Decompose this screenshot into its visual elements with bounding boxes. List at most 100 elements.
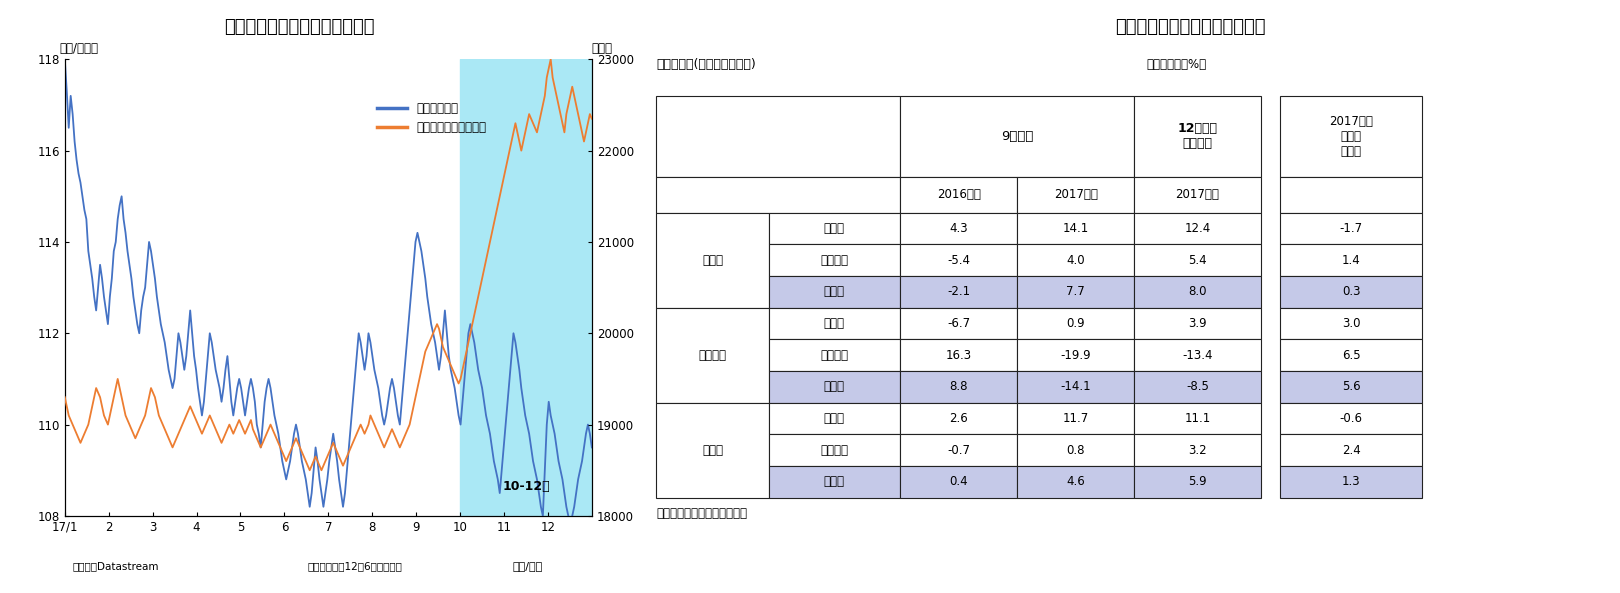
Bar xyxy=(1280,177,1422,212)
Bar xyxy=(768,308,901,339)
Text: -0.7: -0.7 xyxy=(948,444,970,457)
Text: -1.7: -1.7 xyxy=(1340,222,1362,235)
Bar xyxy=(1017,212,1134,244)
Text: -2.1: -2.1 xyxy=(948,285,970,298)
Text: 3.0: 3.0 xyxy=(1341,317,1361,330)
Text: 2.4: 2.4 xyxy=(1341,444,1361,457)
Text: （注）直近は12月6日時点まで: （注）直近は12月6日時点まで xyxy=(308,562,403,571)
Text: 2017年度
計画の
修正率: 2017年度 計画の 修正率 xyxy=(1328,115,1374,158)
Bar xyxy=(768,403,901,434)
Text: （図表５）設備投資計画予測表: （図表５）設備投資計画予測表 xyxy=(1116,18,1265,36)
Bar xyxy=(768,276,901,308)
Text: 設備投資額(含む土地投資額): 設備投資額(含む土地投資額) xyxy=(656,58,757,71)
Text: 5.4: 5.4 xyxy=(1187,254,1207,267)
Text: （円）: （円） xyxy=(591,42,612,55)
Text: 4.0: 4.0 xyxy=(1066,254,1085,267)
Text: 5.9: 5.9 xyxy=(1187,476,1207,488)
Bar xyxy=(768,244,901,276)
Bar xyxy=(901,403,1017,434)
Bar xyxy=(1280,96,1422,177)
Text: 1.3: 1.3 xyxy=(1341,476,1361,488)
Text: （注）リース会計対応ベース: （注）リース会計対応ベース xyxy=(656,507,747,520)
Bar xyxy=(1280,212,1422,244)
Bar xyxy=(768,434,901,466)
Bar xyxy=(656,96,901,177)
Text: 0.4: 0.4 xyxy=(949,476,969,488)
Text: 全産業: 全産業 xyxy=(825,285,846,298)
Bar xyxy=(1017,177,1134,212)
Text: （年/月）: （年/月） xyxy=(512,562,543,571)
Bar xyxy=(901,371,1017,403)
Text: 12.4: 12.4 xyxy=(1184,222,1210,235)
Bar xyxy=(901,244,1017,276)
Text: （図表４）円相場と株価の推移: （図表４）円相場と株価の推移 xyxy=(225,18,374,36)
Bar xyxy=(768,212,901,244)
Bar xyxy=(1134,403,1260,434)
Text: 4.3: 4.3 xyxy=(949,222,969,235)
Text: 全産業: 全産業 xyxy=(825,380,846,393)
Bar xyxy=(1017,371,1134,403)
Text: 0.8: 0.8 xyxy=(1066,444,1085,457)
Text: -13.4: -13.4 xyxy=(1183,349,1213,362)
Text: 5.6: 5.6 xyxy=(1341,380,1361,393)
Bar xyxy=(1134,212,1260,244)
Bar xyxy=(901,434,1017,466)
Text: -19.9: -19.9 xyxy=(1061,349,1090,362)
Bar xyxy=(901,177,1017,212)
Bar xyxy=(1017,339,1134,371)
Text: 4.6: 4.6 xyxy=(1066,476,1085,488)
Bar xyxy=(460,59,591,516)
Bar xyxy=(1017,403,1134,434)
Text: 6.5: 6.5 xyxy=(1341,349,1361,362)
Bar xyxy=(1134,339,1260,371)
Text: 2017年度: 2017年度 xyxy=(1176,189,1220,202)
Bar xyxy=(1017,276,1134,308)
Text: 3.2: 3.2 xyxy=(1187,444,1207,457)
Text: 中小企業: 中小企業 xyxy=(698,349,726,362)
Bar xyxy=(1134,177,1260,212)
Bar xyxy=(1280,308,1422,339)
Bar xyxy=(1017,308,1134,339)
Bar xyxy=(1280,244,1422,276)
Text: -5.4: -5.4 xyxy=(948,254,970,267)
Bar xyxy=(901,466,1017,498)
Text: -0.6: -0.6 xyxy=(1340,412,1362,425)
Text: 11.7: 11.7 xyxy=(1063,412,1089,425)
Text: 3.9: 3.9 xyxy=(1187,317,1207,330)
Text: 8.0: 8.0 xyxy=(1189,285,1207,298)
Text: 12月調査
（予測）: 12月調査 （予測） xyxy=(1178,123,1218,151)
Text: （円/ドル）: （円/ドル） xyxy=(60,42,99,55)
Bar xyxy=(1134,96,1260,177)
Bar xyxy=(1017,244,1134,276)
Text: （前年度比：%）: （前年度比：%） xyxy=(1147,58,1207,71)
Text: -8.5: -8.5 xyxy=(1186,380,1209,393)
Bar xyxy=(1134,308,1260,339)
Text: 非製造業: 非製造業 xyxy=(820,349,849,362)
Bar xyxy=(901,96,1134,177)
Text: 8.8: 8.8 xyxy=(949,380,967,393)
Text: -14.1: -14.1 xyxy=(1061,380,1090,393)
Text: 全産業: 全産業 xyxy=(825,476,846,488)
Bar xyxy=(1280,434,1422,466)
Text: 2.6: 2.6 xyxy=(949,412,969,425)
Bar xyxy=(656,403,768,498)
Text: -6.7: -6.7 xyxy=(948,317,970,330)
Text: 製造業: 製造業 xyxy=(825,412,846,425)
Bar xyxy=(1280,371,1422,403)
Bar xyxy=(656,308,768,403)
Text: 製造業: 製造業 xyxy=(825,317,846,330)
Bar xyxy=(1280,403,1422,434)
Bar xyxy=(901,339,1017,371)
Text: 7.7: 7.7 xyxy=(1066,285,1085,298)
Bar xyxy=(1134,371,1260,403)
Text: 製造業: 製造業 xyxy=(825,222,846,235)
Bar xyxy=(768,466,901,498)
Text: 9月調査: 9月調査 xyxy=(1001,130,1034,143)
Bar xyxy=(1280,466,1422,498)
Text: 0.3: 0.3 xyxy=(1341,285,1361,298)
Bar xyxy=(1134,244,1260,276)
Text: 大企業: 大企業 xyxy=(701,254,723,267)
Bar xyxy=(768,371,901,403)
Text: 16.3: 16.3 xyxy=(946,349,972,362)
Bar xyxy=(768,339,901,371)
